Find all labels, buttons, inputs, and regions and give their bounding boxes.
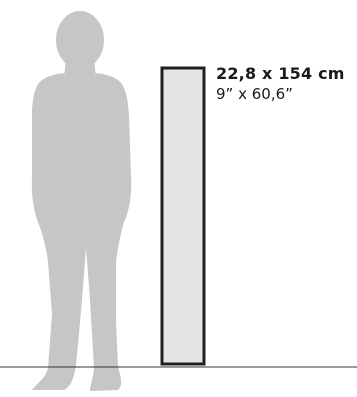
dimension-metric: 22,8 x 154 cm bbox=[216, 64, 345, 83]
human-silhouette-icon bbox=[31, 11, 132, 391]
panel-outline bbox=[160, 66, 206, 366]
dimension-imperial: 9” x 60,6” bbox=[216, 85, 293, 103]
dimension-label: 22,8 x 154 cm 9” x 60,6” bbox=[216, 64, 345, 104]
